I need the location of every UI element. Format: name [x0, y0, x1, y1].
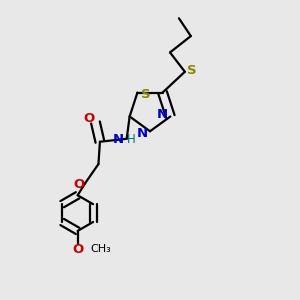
Text: O: O [73, 178, 84, 191]
Text: O: O [83, 112, 94, 125]
Text: S: S [141, 88, 151, 100]
Text: H: H [127, 134, 136, 146]
Text: N: N [113, 134, 124, 146]
Text: N: N [136, 127, 148, 140]
Text: N: N [157, 108, 168, 121]
Text: S: S [187, 64, 196, 77]
Text: O: O [72, 242, 83, 256]
Text: CH₃: CH₃ [90, 244, 111, 254]
